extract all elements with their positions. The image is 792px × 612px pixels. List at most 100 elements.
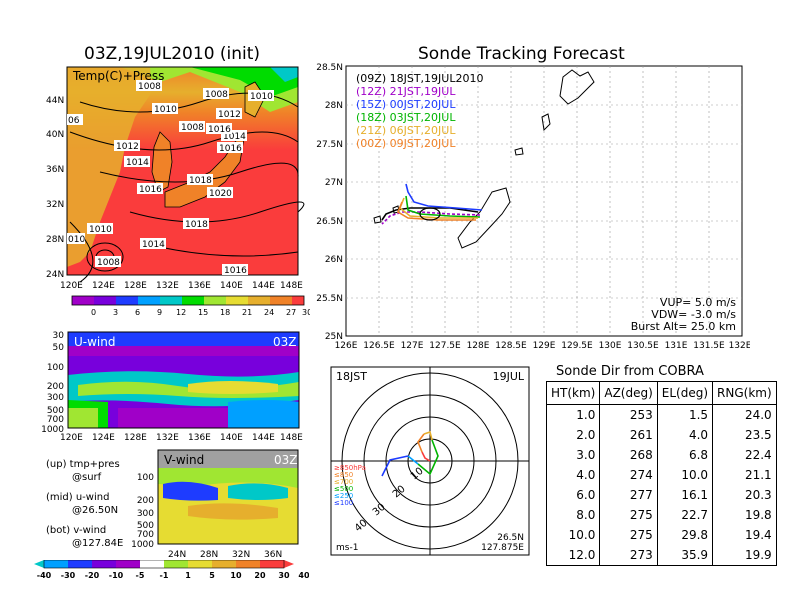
p-tick: 300 xyxy=(137,509,154,519)
lat-tick: 27N xyxy=(325,178,343,188)
cell-elevation: 35.9 xyxy=(656,545,714,566)
polar-lon: 127.875E xyxy=(481,543,524,553)
pressure-label: 1012 xyxy=(116,142,139,152)
lat-tick: 28.5N xyxy=(316,63,343,73)
uwind-time: 03Z xyxy=(273,335,297,349)
legend-note-bottom: @surf xyxy=(72,472,102,483)
pressure-label: 1010 xyxy=(250,92,273,102)
lon-tick: 148E xyxy=(280,433,303,443)
colorbar-label: 24 xyxy=(264,308,274,317)
pressure-label: 1018 xyxy=(185,220,208,230)
cell-elevation: 6.8 xyxy=(656,445,714,465)
legend-note-top: (mid) u-wind xyxy=(46,492,110,503)
lon-tick: 136E xyxy=(188,281,211,291)
lon-tick: 144E xyxy=(252,281,275,291)
colorbar-label: -30 xyxy=(61,571,76,580)
legend-note-top: (up) tmp+pres xyxy=(46,459,120,470)
colorbar-label: 12 xyxy=(176,308,186,317)
pressure-label: 1008 xyxy=(181,123,204,133)
cell-elevation: 10.0 xyxy=(656,465,714,485)
track-lon-ticks: 126E 126.5E 127E 127.5E 128E 128.5E 129E… xyxy=(335,341,750,351)
lat-tick: 28N xyxy=(325,101,343,111)
pressure-label: 1012 xyxy=(218,110,241,120)
vwind-label: V-wind xyxy=(164,453,204,467)
temperature-colorbar-labels: 0 3 6 9 12 15 18 21 24 27 30 xyxy=(91,308,310,317)
amami-island xyxy=(559,69,595,105)
lat-tick: 28N xyxy=(200,550,218,560)
p-tick: 1000 xyxy=(41,425,64,435)
pressure-label: 1008 xyxy=(97,258,120,268)
lon-tick: 130E xyxy=(599,341,622,351)
polar-unit: ms-1 xyxy=(336,543,358,553)
lat-tick: 24N xyxy=(168,550,186,560)
cell-azimuth: 273 xyxy=(599,545,658,566)
cell-height: 10.0 xyxy=(545,525,601,545)
p-tick: 300 xyxy=(47,393,64,403)
lon-tick: 127E xyxy=(401,341,424,351)
cell-height: 3.0 xyxy=(545,445,601,465)
lon-tick: 128.5E xyxy=(495,341,527,351)
colorbar-label: 15 xyxy=(198,308,208,317)
sonde-direction-table: HT(km) AZ(deg) EL(deg) RNG(km) 1.0 253 1.5… xyxy=(545,381,777,566)
legend-note-top: (bot) v-wind xyxy=(46,525,107,536)
lat-tick: 28N xyxy=(46,235,64,245)
polar-ring-labels: 10 20 30 40 xyxy=(353,466,426,535)
run-legend: (09Z) 18JST,19JUL2010 (12Z) 21JST,19JUL … xyxy=(356,72,483,150)
hodograph-trace xyxy=(381,430,439,477)
cell-azimuth: 253 xyxy=(599,404,658,425)
p-tick: 700 xyxy=(137,530,154,540)
cell-azimuth: 275 xyxy=(599,505,658,525)
lat-tick: 25.5N xyxy=(316,294,343,304)
colorbar-label: -10 xyxy=(109,571,124,580)
lon-tick: 136E xyxy=(188,433,211,443)
lon-tick: 127.5E xyxy=(429,341,461,351)
map-panel-label: Temp(C)+Press xyxy=(72,69,164,83)
pressure-label: 1016 xyxy=(139,185,162,195)
sonde-params: VUP= 5.0 m/s VDW= -3.0 m/s Burst Alt= 25… xyxy=(631,296,737,333)
pressure-label: 1016 xyxy=(208,125,231,135)
vdw-value: VDW= -3.0 m/s xyxy=(651,308,736,321)
column-header: AZ(deg) xyxy=(599,381,658,405)
p-tick: 200 xyxy=(47,382,64,392)
colorbar-label: -40 xyxy=(37,571,52,580)
table-header-row: HT(km) AZ(deg) EL(deg) RNG(km) xyxy=(545,381,777,405)
lon-tick: 128E xyxy=(467,341,490,351)
lon-tick: 128E xyxy=(124,433,147,443)
run-label: (21Z) 06JST,20JUL xyxy=(356,124,456,137)
cell-azimuth: 274 xyxy=(599,465,658,485)
pressure-label: 010 xyxy=(68,235,85,245)
colorbar-label: 30 xyxy=(302,308,310,317)
p-tick: 100 xyxy=(47,363,64,373)
cell-azimuth: 275 xyxy=(599,525,658,545)
run-label: (18Z) 03JST,20JUL xyxy=(356,111,456,124)
cell-range: 20.3 xyxy=(712,485,777,505)
p-tick: 30 xyxy=(53,331,65,341)
lon-tick: 131.5E xyxy=(693,341,725,351)
vwind-panel: V-wind 03Z 100 200 300 500 700 1000 24N … xyxy=(131,449,299,560)
cell-height: 8.0 xyxy=(545,505,601,525)
lat-tick: 26.5N xyxy=(316,217,343,227)
lon-tick: 120E xyxy=(60,281,83,291)
pressure-labels: 1008 1008 1010 1010 1012 1014 1016 1014 … xyxy=(67,80,274,276)
vwind-pressure-ticks: 100 200 300 500 700 1000 xyxy=(131,473,154,550)
cell-height: 4.0 xyxy=(545,465,601,485)
track-gridlines xyxy=(346,66,742,336)
track-lat-ticks: 28.5N 28N 27.5N 27N 26.5N 26N 25.5N 25N xyxy=(316,63,343,342)
pressure-label: 1010 xyxy=(89,225,112,235)
table-row: 10.0 275 29.8 19.4 xyxy=(545,525,777,545)
table-row: 3.0 268 6.8 22.4 xyxy=(545,445,777,465)
polar-legend-item: ≤250 xyxy=(334,492,353,500)
polar-date: 19JUL xyxy=(493,370,525,383)
lat-tick: 32N xyxy=(232,550,250,560)
polar-lat: 26.5N xyxy=(497,533,524,543)
colorbar-label: 21 xyxy=(242,308,252,317)
lon-tick: 132E xyxy=(156,433,179,443)
lat-tick: 26N xyxy=(325,255,343,265)
cell-elevation: 16.1 xyxy=(656,485,714,505)
lon-tick: 130.5E xyxy=(627,341,659,351)
cell-height: 2.0 xyxy=(545,425,601,445)
polar-footer: ms-1 26.5N 127.875E xyxy=(336,533,524,553)
colorbar-label: -20 xyxy=(85,571,100,580)
colorbar-label: 5 xyxy=(209,571,215,580)
colorbar-label: 40 xyxy=(298,571,309,580)
